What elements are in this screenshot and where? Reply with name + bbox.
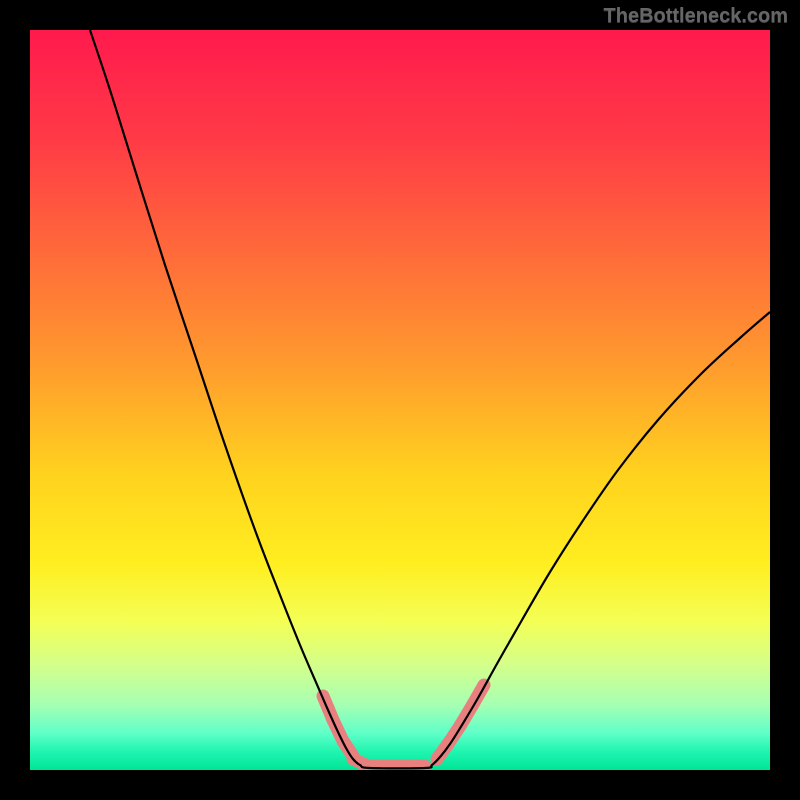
watermark-text: TheBottleneck.com	[604, 5, 788, 28]
curve-layer	[30, 30, 770, 770]
highlight-segment	[472, 685, 484, 706]
plot-area	[30, 30, 770, 770]
bottleneck-curve	[90, 30, 770, 768]
chart-container: TheBottleneck.com	[0, 0, 800, 800]
